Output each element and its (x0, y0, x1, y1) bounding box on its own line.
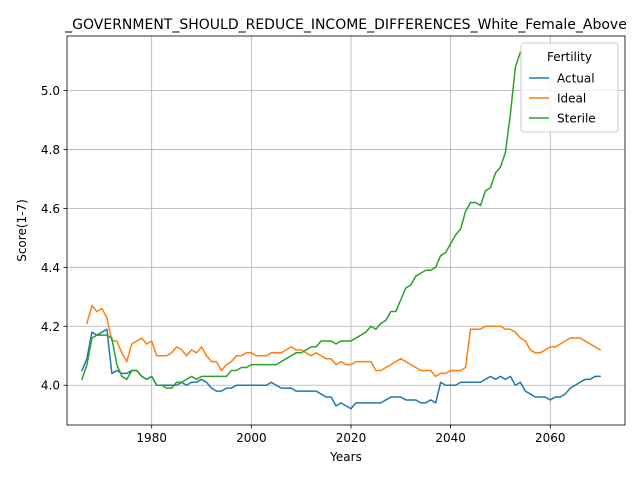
y-tick-label: 4.0 (41, 379, 60, 393)
legend-label-ideal: Ideal (557, 92, 586, 106)
series-line-ideal (86, 304, 602, 378)
x-tick-label: 2020 (336, 431, 367, 445)
legend-title: Fertility (547, 50, 592, 64)
x-tick-label: 2060 (535, 431, 566, 445)
y-tick-label: 5.0 (41, 84, 60, 98)
y-tick-label: 4.2 (41, 320, 60, 334)
legend-entries: Actual Ideal Sterile (529, 72, 596, 126)
x-tick-label: 2000 (236, 431, 267, 445)
y-axis-label: Score(1-7) (15, 199, 29, 262)
legend: Fertility Actual Ideal Sterile (520, 42, 619, 133)
x-tick-label: 2040 (435, 431, 466, 445)
legend-label-actual: Actual (557, 72, 595, 86)
series-line-sterile (80, 51, 522, 389)
chart-title: _GOVERNMENT_SHOULD_REDUCE_INCOME_DIFFERE… (64, 17, 627, 33)
y-tick-label: 4.8 (41, 143, 60, 157)
y-tick-label: 4.6 (41, 202, 60, 216)
x-axis-label: Years (329, 450, 362, 464)
x-tick-label: 1980 (136, 431, 167, 445)
legend-label-sterile: Sterile (557, 112, 596, 126)
series-line-actual (80, 328, 601, 410)
legend-box (520, 42, 619, 133)
y-tick-label: 4.4 (41, 261, 60, 275)
series-lines (80, 51, 602, 410)
plot-frame (66, 35, 626, 426)
axis-ticks: 1980 2000 2020 2040 2060 4.0 4.2 4.4 4.6 4.8 5.0 (41, 84, 566, 445)
